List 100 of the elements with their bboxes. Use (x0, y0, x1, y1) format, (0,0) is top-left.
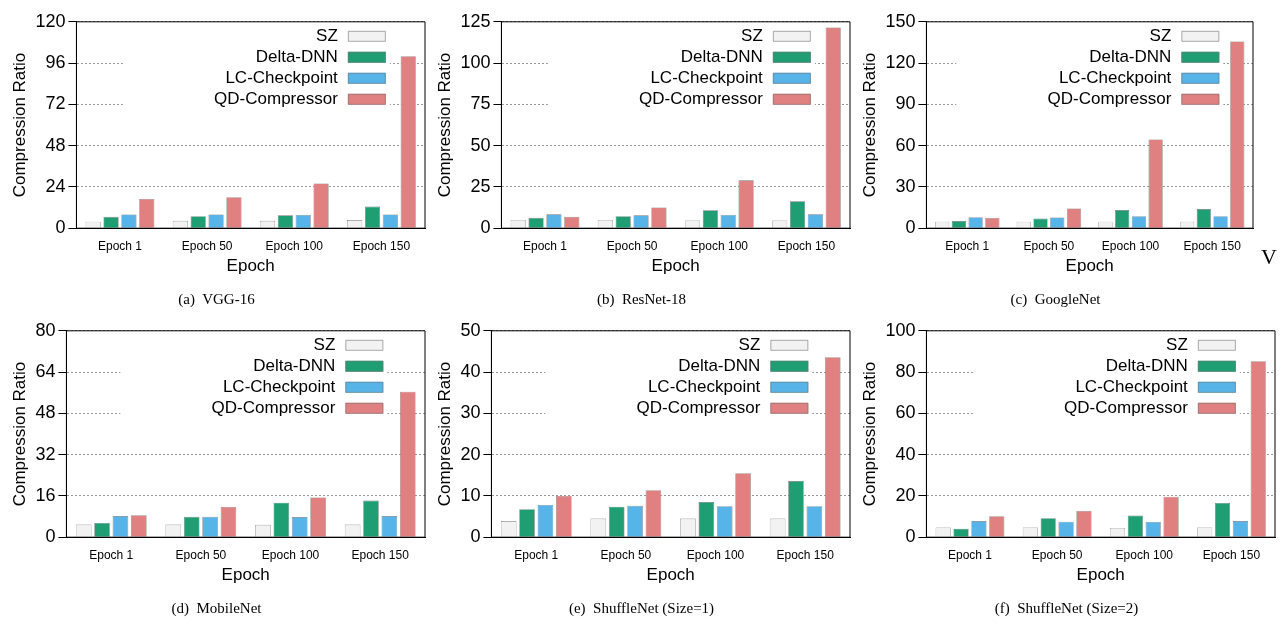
x-tick-label: Epoch 150 (776, 547, 835, 562)
x-tick-label: Epoch 150 (1183, 238, 1242, 253)
legend-label: SZ (738, 334, 761, 354)
x-tick-label: Epoch 50 (175, 547, 227, 562)
legend-label: LC-Checkpoint (222, 376, 336, 396)
y-tick-label: 80 (895, 361, 916, 382)
legend-label: QD-Compressor (636, 397, 761, 417)
y-tick-label: 150 (885, 10, 916, 31)
x-tick-label: Epoch 100 (1115, 547, 1174, 562)
y-tick-label: 75 (470, 93, 491, 114)
x-tick-label: Epoch 150 (777, 238, 836, 253)
legend-label: SZ (1149, 25, 1172, 45)
y-axis-title: Compression Ratio (9, 52, 29, 198)
x-axis-title: Epoch (651, 256, 700, 276)
y-tick-label: 64 (35, 361, 56, 382)
y-tick-label: 0 (905, 526, 916, 547)
x-tick-label: Epoch 100 (1101, 238, 1160, 253)
y-axis-title: Compression Ratio (859, 361, 879, 507)
y-tick-label: 96 (45, 52, 66, 73)
x-axis-title: Epoch (226, 256, 275, 276)
legend-label: QD-Compressor (1064, 397, 1189, 417)
legend-label: Delta-DNN (1105, 355, 1188, 375)
text: (e) ShuffleNet (Size=1) (568, 599, 715, 617)
y-tick-label: 80 (35, 319, 56, 340)
y-tick-label: 60 (895, 402, 916, 423)
y-axis-title: Compression Ratio (9, 361, 29, 507)
y-tick-label: 25 (470, 175, 491, 196)
legend-label: Delta-DNN (1089, 46, 1172, 66)
legend-label: LC-Checkpoint (225, 67, 339, 87)
legend-label: QD-Compressor (211, 397, 336, 417)
y-tick-label: 120 (885, 52, 916, 73)
legend-label: SZ (313, 334, 336, 354)
y-tick-label: 0 (905, 217, 916, 238)
x-tick-label: Epoch 150 (352, 238, 411, 253)
y-tick-label: 50 (470, 134, 491, 155)
legend-label: QD-Compressor (639, 88, 764, 108)
x-axis-title: Epoch (1065, 256, 1114, 276)
y-tick-label: 125 (460, 10, 491, 31)
x-tick-label: Epoch 50 (1023, 238, 1075, 253)
y-tick-label: 40 (895, 443, 916, 464)
x-tick-label: Epoch 50 (1031, 547, 1083, 562)
y-tick-label: 30 (460, 402, 481, 423)
x-axis-title: Epoch (221, 565, 270, 585)
y-tick-label: 60 (895, 134, 916, 155)
text: (b) ResNet-18 (596, 290, 687, 308)
x-tick-label: Epoch 50 (606, 238, 658, 253)
x-tick-label: Epoch 1 (947, 547, 993, 562)
x-tick-label: Epoch 1 (97, 238, 143, 253)
y-tick-label: 0 (470, 526, 481, 547)
legend-label: Delta-DNN (253, 355, 336, 375)
text: (f) ShuffleNet (Size=2) (994, 599, 1139, 617)
legend-label: QD-Compressor (214, 88, 339, 108)
y-axis-title: Compression Ratio (859, 52, 879, 198)
x-axis-title: Epoch (646, 565, 695, 585)
text: V (1261, 243, 1277, 269)
y-tick-label: 20 (895, 484, 916, 505)
legend-label: LC-Checkpoint (647, 376, 761, 396)
y-tick-label: 16 (35, 484, 56, 505)
y-tick-label: 0 (45, 526, 56, 547)
y-tick-label: 48 (45, 134, 66, 155)
y-tick-label: 50 (460, 319, 481, 340)
x-tick-label: Epoch 100 (690, 238, 749, 253)
legend-label: Delta-DNN (680, 46, 763, 66)
legend-label: LC-Checkpoint (650, 67, 764, 87)
y-tick-label: 100 (885, 319, 916, 340)
legend-label: Delta-DNN (678, 355, 761, 375)
y-tick-label: 120 (35, 10, 66, 31)
y-tick-label: 24 (45, 175, 66, 196)
x-tick-label: Epoch 150 (351, 547, 410, 562)
y-tick-label: 0 (480, 217, 491, 238)
y-tick-label: 72 (45, 93, 66, 114)
x-tick-label: Epoch 50 (600, 547, 652, 562)
x-tick-label: Epoch 1 (514, 547, 559, 562)
x-tick-label: Epoch 100 (686, 547, 745, 562)
text: (c) GoogleNet (1010, 290, 1102, 308)
y-tick-label: 0 (55, 217, 66, 238)
x-tick-label: Epoch 100 (265, 238, 324, 253)
y-tick-label: 90 (895, 93, 916, 114)
legend-label: SZ (316, 25, 338, 45)
legend-label: LC-Checkpoint (1075, 376, 1189, 396)
x-tick-label: Epoch 1 (945, 238, 990, 253)
y-tick-label: 48 (35, 402, 56, 423)
y-tick-label: 100 (460, 52, 491, 73)
y-tick-label: 40 (460, 361, 481, 382)
y-tick-label: 32 (35, 443, 56, 464)
y-tick-label: 10 (460, 484, 481, 505)
y-tick-label: 20 (460, 443, 481, 464)
x-tick-label: Epoch 1 (522, 238, 568, 253)
x-axis-title: Epoch (1076, 565, 1125, 585)
x-tick-label: Epoch 100 (261, 547, 320, 562)
y-axis-title: Compression Ratio (434, 361, 454, 507)
legend-label: SZ (741, 25, 763, 45)
text: (d) MobileNet (171, 599, 263, 617)
y-tick-label: 30 (895, 175, 916, 196)
legend-label: SZ (1166, 334, 1188, 354)
text: (a) VGG-16 (178, 290, 256, 308)
legend-label: LC-Checkpoint (1058, 67, 1172, 87)
x-tick-label: Epoch 50 (181, 238, 233, 253)
y-axis-title: Compression Ratio (434, 52, 454, 198)
x-tick-label: Epoch 1 (89, 547, 134, 562)
